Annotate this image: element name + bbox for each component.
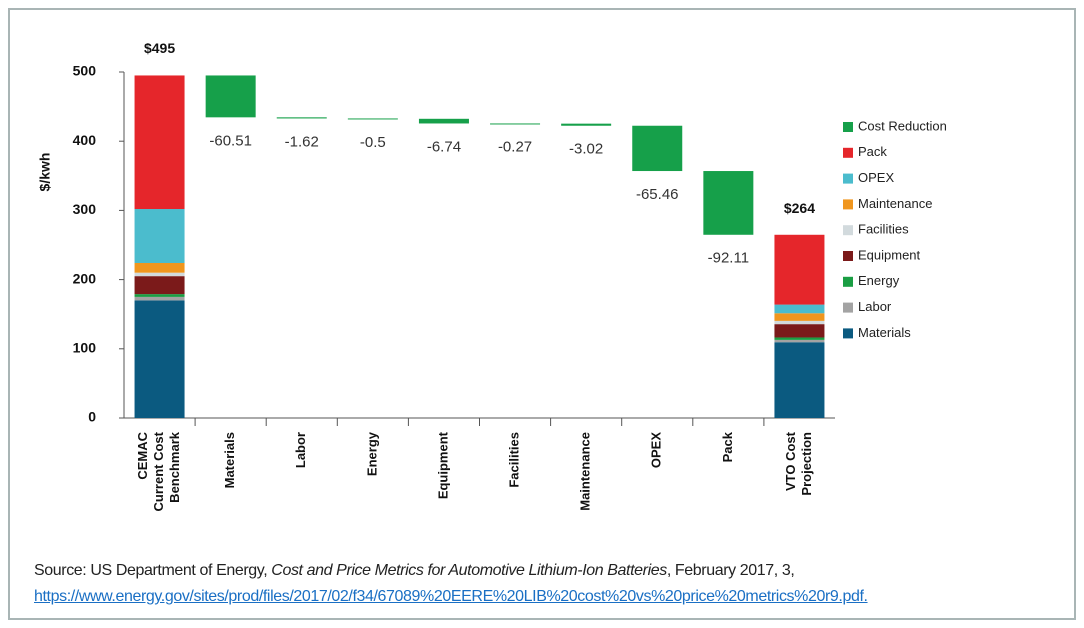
- stack-segment: [134, 262, 185, 273]
- reduction-bar: [347, 118, 398, 120]
- x-tick-label: Pack: [720, 431, 735, 462]
- reduction-bar: [490, 123, 541, 125]
- x-tick-label: Maintenance: [578, 432, 593, 511]
- stack-segment: [134, 276, 185, 295]
- legend-swatch: [843, 122, 853, 132]
- y-tick-label: 500: [73, 63, 97, 79]
- stack-segment: [774, 304, 825, 314]
- x-tick-label: CEMAC: [135, 431, 150, 479]
- legend-swatch: [843, 328, 853, 339]
- reduction-bar: [632, 125, 683, 172]
- y-tick-label: 300: [73, 201, 97, 217]
- legend-label: Cost Reduction: [858, 118, 947, 133]
- x-tick-label: Labor: [293, 432, 308, 468]
- x-tick-label: Equipment: [435, 431, 450, 499]
- total-label: $264: [784, 200, 815, 216]
- legend-swatch: [843, 173, 853, 184]
- x-tick-label: Projection: [799, 432, 814, 496]
- stack-segment: [774, 320, 825, 325]
- x-tick-label: VTO Cost: [783, 431, 798, 491]
- data-label: -60.51: [209, 132, 252, 149]
- stack-segment: [774, 337, 825, 340]
- reduction-bar: [561, 123, 612, 126]
- stack-segment: [774, 339, 825, 343]
- x-tick-label: Energy: [364, 431, 379, 476]
- legend-label: Maintenance: [858, 196, 932, 211]
- data-label: -1.62: [285, 133, 319, 150]
- x-tick-label: Materials: [222, 432, 237, 488]
- reduction-bar: [276, 117, 327, 119]
- source-link-line: https://www.energy.gov/sites/prod/files/…: [34, 584, 868, 610]
- y-tick-label: 100: [73, 340, 97, 356]
- x-tick-label: Benchmark: [167, 431, 182, 503]
- x-tick-label: Current Cost: [151, 431, 166, 511]
- legend-label: Energy: [858, 273, 900, 288]
- legend-label: OPEX: [858, 170, 894, 185]
- y-axis-label: $/kwh: [37, 153, 53, 192]
- source-line: Source: US Department of Energy, Cost an…: [34, 558, 868, 584]
- data-label: -0.5: [360, 134, 386, 151]
- data-label: -0.27: [498, 139, 532, 156]
- stack-segment: [134, 296, 185, 301]
- data-label: -6.74: [427, 138, 461, 155]
- stack-segment: [774, 324, 825, 338]
- stack-segment: [134, 209, 185, 263]
- y-tick-label: 400: [73, 132, 97, 148]
- legend-swatch: [843, 225, 853, 236]
- legend-swatch: [843, 302, 853, 313]
- y-tick-label: 200: [73, 270, 97, 286]
- data-label: -65.46: [636, 186, 679, 203]
- source-title: Cost and Price Metrics for Automotive Li…: [271, 562, 667, 579]
- source-link[interactable]: https://www.energy.gov/sites/prod/files/…: [34, 588, 868, 605]
- stack-segment: [134, 300, 185, 418]
- legend-label: Facilities: [858, 222, 909, 237]
- stack-segment: [774, 342, 825, 418]
- frame: [8, 8, 1076, 620]
- source-note: Source: US Department of Energy, Cost an…: [34, 558, 868, 610]
- legend-swatch: [843, 276, 853, 287]
- stack-segment: [134, 294, 185, 297]
- reduction-bar: [205, 75, 256, 118]
- legend-label: Equipment: [858, 247, 921, 262]
- source-suffix: , February 2017, 3,: [666, 562, 795, 579]
- y-tick-label: 0: [88, 409, 96, 425]
- source-prefix: Source: US Department of Energy,: [34, 562, 272, 579]
- legend-label: Pack: [858, 144, 887, 159]
- data-label: -92.11: [708, 250, 749, 267]
- x-tick-label: OPEX: [649, 432, 664, 468]
- reduction-bar: [418, 118, 469, 124]
- legend-swatch: [843, 147, 853, 158]
- total-label: $495: [144, 40, 175, 56]
- stack-segment: [774, 313, 825, 321]
- legend-swatch: [843, 251, 853, 261]
- legend-label: Materials: [858, 325, 911, 340]
- reduction-bar: [703, 171, 754, 235]
- stack-segment: [134, 75, 185, 210]
- data-label: -3.02: [569, 141, 603, 158]
- x-tick-label: Facilities: [506, 432, 521, 488]
- stack-segment: [774, 234, 825, 305]
- legend-swatch: [843, 199, 853, 210]
- stack-segment: [134, 272, 185, 277]
- legend-label: Labor: [858, 299, 892, 314]
